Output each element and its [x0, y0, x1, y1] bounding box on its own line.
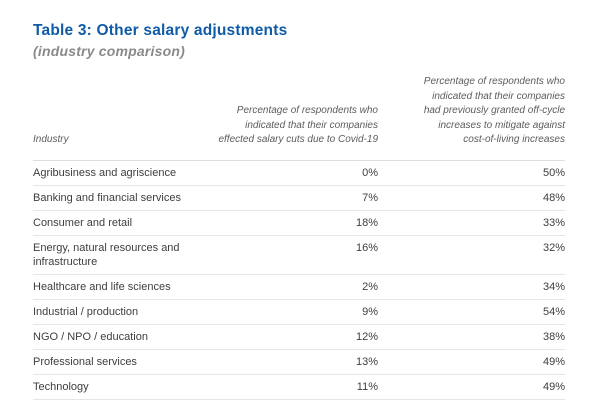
table-subtitle: (industry comparison) [33, 43, 185, 59]
table-row: NGO / NPO / education 12% 38% [33, 324, 565, 349]
industry-cell: NGO / NPO / education [33, 330, 148, 343]
table-row: Banking and financial services 7% 48% [33, 185, 565, 210]
off-cycle-value: 33% [542, 216, 565, 229]
salary-cuts-value: 9% [362, 305, 378, 318]
industry-cell: Agribusiness and agriscience [33, 166, 177, 179]
salary-adjustments-table: Industry Percentage of respondents who i… [33, 75, 565, 400]
table-body: Agribusiness and agriscience 0% 50% Bank… [33, 160, 565, 399]
off-cycle-value: 34% [542, 280, 565, 293]
off-cycle-value: 48% [542, 191, 565, 204]
table-row: Technology 11% 49% [33, 374, 565, 399]
salary-cuts-value: 12% [355, 330, 378, 343]
industry-cell: Banking and financial services [33, 191, 181, 204]
salary-cuts-value: 0% [362, 166, 378, 179]
column-header-industry: Industry [33, 75, 208, 161]
table-row: Energy, natural resources and infrastruc… [33, 235, 565, 274]
industry-cell: Energy, natural resources and infrastruc… [33, 241, 180, 268]
table-header: Industry Percentage of respondents who i… [33, 75, 565, 161]
table-row: Industrial / production 9% 54% [33, 299, 565, 324]
column-header-off-cycle: Percentage of respondents who indicated … [378, 75, 565, 161]
table-row: Agribusiness and agriscience 0% 50% [33, 160, 565, 185]
industry-cell: Healthcare and life sciences [33, 280, 171, 293]
off-cycle-value: 38% [542, 330, 565, 343]
table-row: Professional services 13% 49% [33, 349, 565, 374]
salary-cuts-value: 11% [356, 380, 378, 393]
salary-cuts-value: 13% [355, 355, 378, 368]
industry-cell: Consumer and retail [33, 216, 133, 229]
column-header-off-cycle-text: Percentage of respondents who indicated … [423, 76, 565, 145]
off-cycle-value: 32% [542, 241, 565, 254]
off-cycle-value: 49% [542, 355, 565, 368]
industry-cell: Professional services [33, 355, 137, 368]
off-cycle-value: 54% [542, 305, 565, 318]
off-cycle-value: 49% [542, 380, 565, 393]
salary-cuts-value: 18% [355, 216, 378, 229]
salary-cuts-value: 2% [362, 280, 378, 293]
industry-cell: Industrial / production [33, 305, 139, 318]
salary-cuts-value: 16% [355, 241, 378, 254]
column-header-salary-cuts: Percentage of respondents who indicated … [208, 75, 378, 161]
header-row: Industry Percentage of respondents who i… [33, 75, 565, 161]
industry-cell: Technology [33, 380, 89, 393]
table-row: Consumer and retail 18% 33% [33, 210, 565, 235]
off-cycle-value: 50% [542, 166, 565, 179]
table-row: Healthcare and life sciences 2% 34% [33, 274, 565, 299]
table-title: Table 3: Other salary adjustments [33, 22, 288, 39]
salary-cuts-value: 7% [362, 191, 378, 204]
